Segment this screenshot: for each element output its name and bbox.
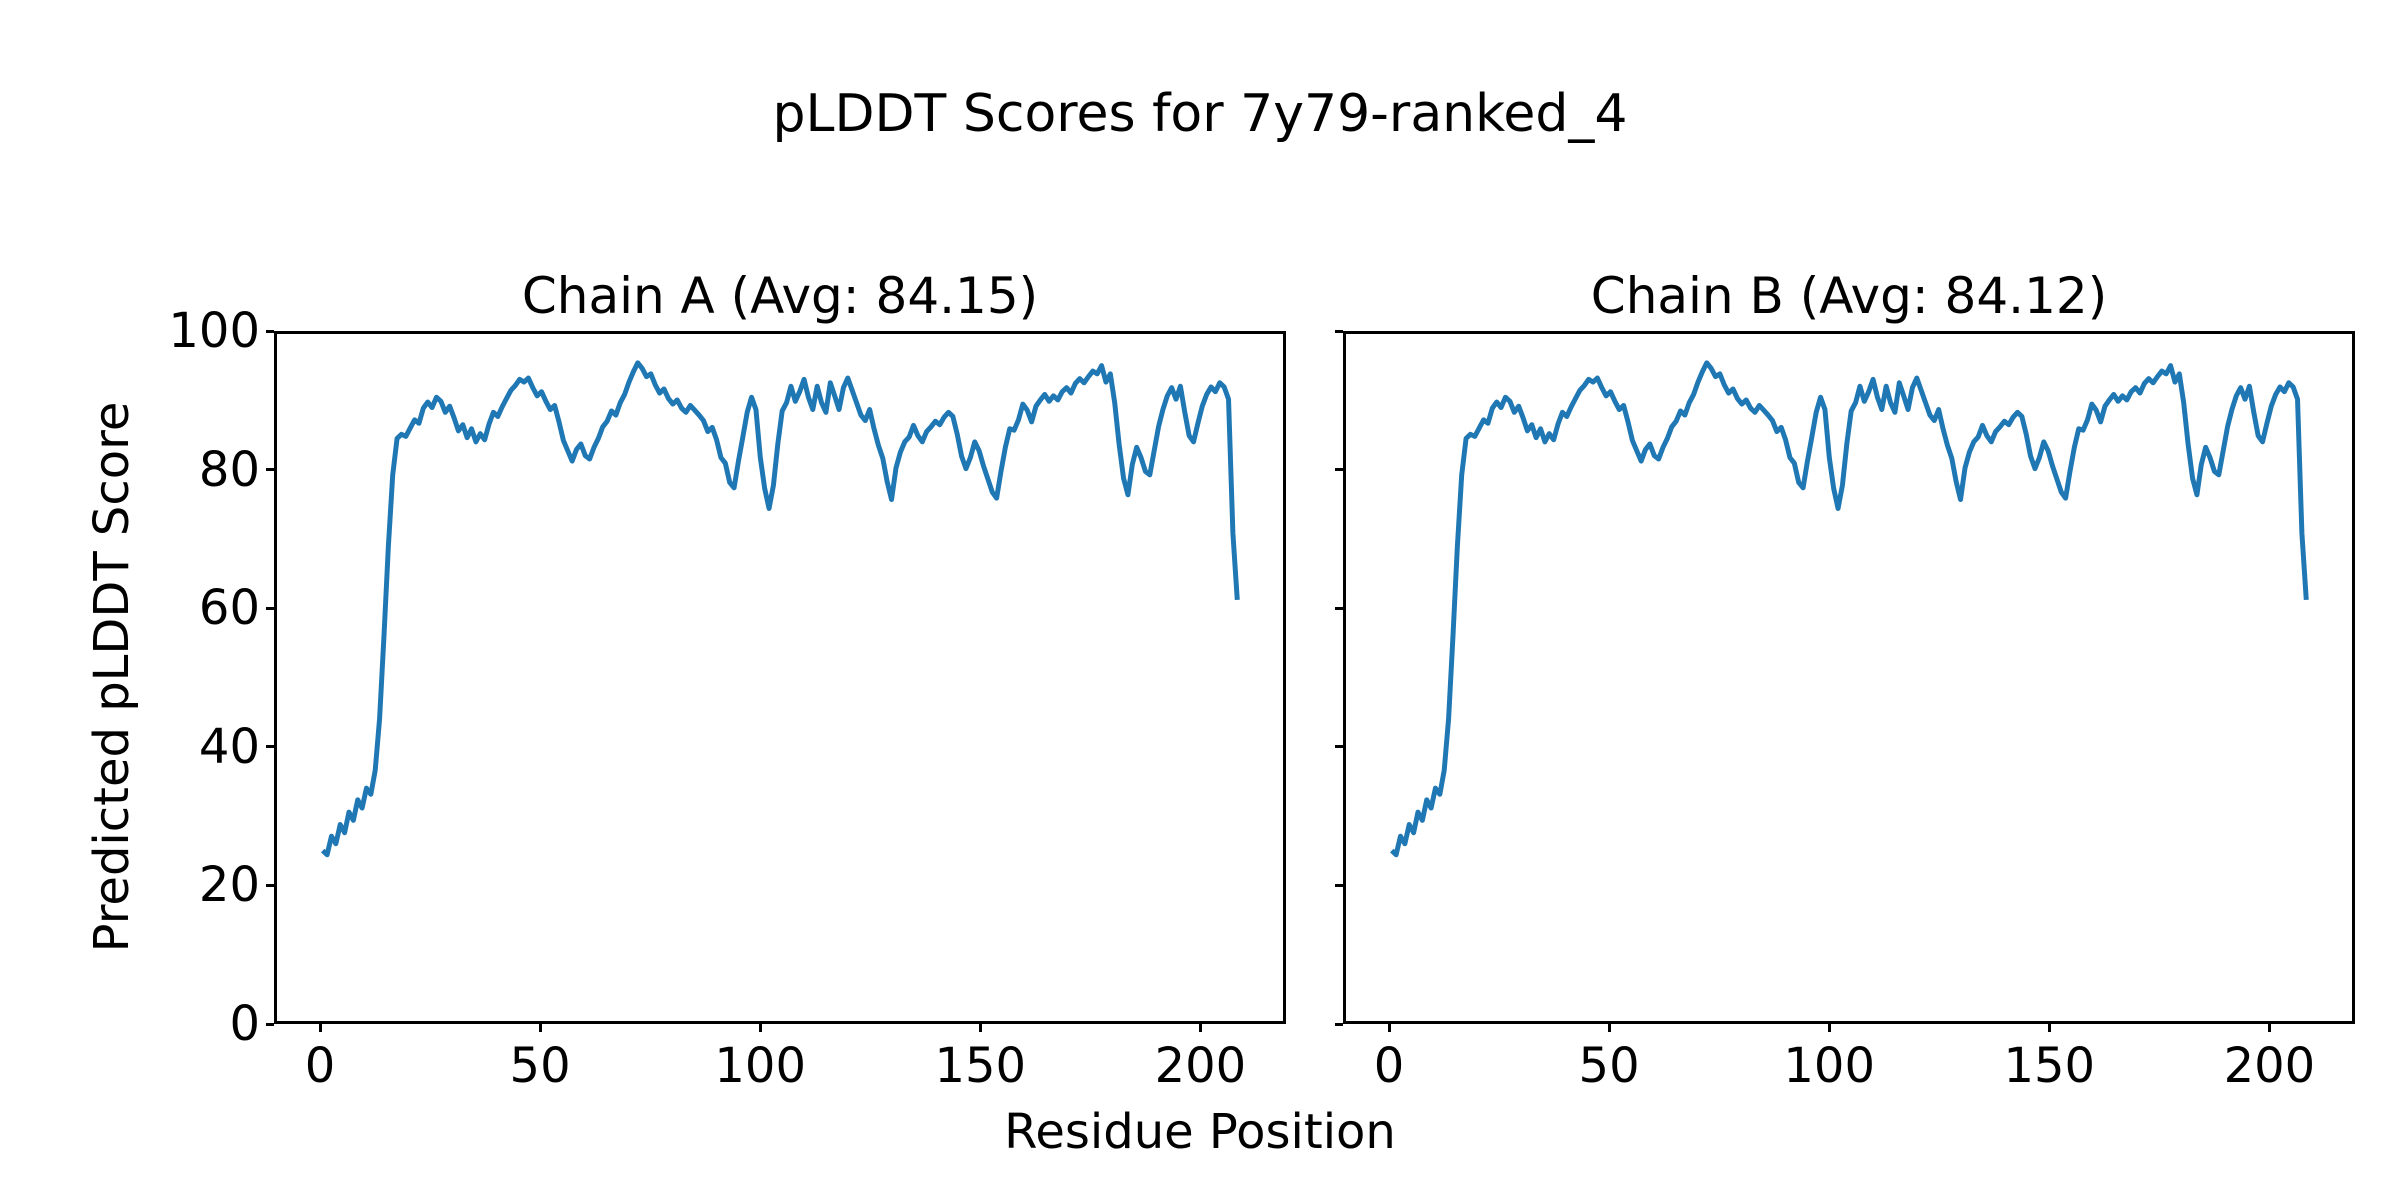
y-tick-mark bbox=[266, 1022, 274, 1026]
y-tick-mark bbox=[1335, 606, 1343, 610]
chain-a-title: Chain A (Avg: 84.15) bbox=[521, 267, 1039, 325]
x-tick-mark bbox=[1607, 1024, 1611, 1032]
x-tick-label: 50 bbox=[509, 1038, 571, 1094]
x-tick-mark bbox=[2047, 1024, 2051, 1032]
y-tick-label: 80 bbox=[198, 441, 260, 498]
chain-b-plot-area bbox=[1343, 331, 2355, 1024]
y-tick-mark bbox=[266, 606, 274, 610]
x-tick-label: 200 bbox=[1154, 1038, 1247, 1094]
y-tick-mark bbox=[266, 883, 274, 887]
x-tick-label: 150 bbox=[934, 1038, 1027, 1094]
y-tick-mark bbox=[1335, 745, 1343, 749]
y-tick-label: 20 bbox=[198, 857, 260, 914]
chain-a-plot-area bbox=[274, 331, 1286, 1024]
y-tick-mark bbox=[1335, 1022, 1343, 1026]
chain-a-line-chart bbox=[321, 360, 1240, 858]
x-tick-label: 200 bbox=[2223, 1038, 2316, 1094]
x-tick-label: 150 bbox=[2003, 1038, 2096, 1094]
y-tick-mark bbox=[1335, 329, 1343, 333]
x-tick-mark bbox=[1198, 1024, 1202, 1032]
y-tick-label: 60 bbox=[198, 580, 260, 637]
x-tick-label: 0 bbox=[304, 1038, 336, 1094]
x-tick-mark bbox=[1827, 1024, 1831, 1032]
chain-b-title: Chain B (Avg: 84.12) bbox=[1590, 267, 2108, 325]
x-tick-label: 0 bbox=[1373, 1038, 1405, 1094]
x-tick-label: 100 bbox=[1783, 1038, 1875, 1094]
plddt-line-chain-b bbox=[1390, 360, 2309, 858]
y-tick-label: 40 bbox=[198, 718, 260, 775]
figure-title: pLDDT Scores for 7y79-ranked_4 bbox=[772, 84, 1628, 144]
x-tick-label: 100 bbox=[714, 1038, 806, 1094]
x-tick-mark bbox=[978, 1024, 982, 1032]
y-tick-label: 0 bbox=[229, 996, 260, 1052]
y-tick-label: 100 bbox=[168, 303, 260, 359]
x-axis-label: Residue Position bbox=[1004, 1104, 1396, 1160]
chain-b-line-chart bbox=[1390, 360, 2309, 858]
x-tick-mark bbox=[318, 1024, 322, 1032]
x-tick-mark bbox=[538, 1024, 542, 1032]
y-tick-mark bbox=[1335, 468, 1343, 472]
y-tick-mark bbox=[1335, 883, 1343, 887]
x-tick-label: 50 bbox=[1578, 1038, 1640, 1094]
y-tick-mark bbox=[266, 468, 274, 472]
x-tick-mark bbox=[758, 1024, 762, 1032]
y-tick-mark bbox=[266, 329, 274, 333]
y-tick-mark bbox=[266, 745, 274, 749]
plddt-line-chain-a bbox=[321, 360, 1240, 858]
x-tick-mark bbox=[1387, 1024, 1391, 1032]
x-tick-mark bbox=[2267, 1024, 2271, 1032]
